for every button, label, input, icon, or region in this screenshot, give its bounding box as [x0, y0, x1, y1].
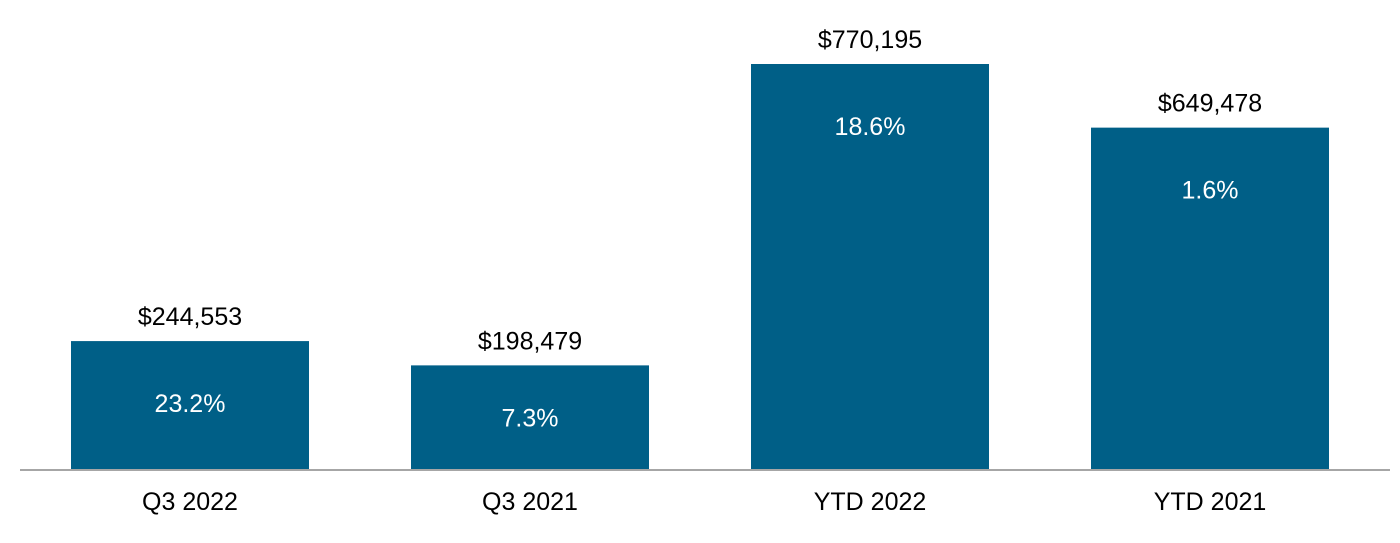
bar-value-label: $649,478 — [1158, 90, 1262, 118]
bar-value-label: $770,195 — [818, 26, 922, 54]
bar-2 — [751, 64, 989, 470]
bars-layer — [71, 64, 1329, 470]
x-tick-label: YTD 2022 — [814, 488, 927, 516]
bar-3 — [1091, 127, 1329, 470]
bar-inner-label: 23.2% — [155, 390, 226, 418]
x-tick-label: Q3 2021 — [482, 488, 578, 516]
bar-value-label: $198,479 — [478, 327, 582, 355]
bar-value-label: $244,553 — [138, 303, 242, 331]
x-tick-label: YTD 2021 — [1154, 488, 1267, 516]
bar-0 — [71, 341, 309, 470]
x-tick-labels: Q3 2022 Q3 2021 YTD 2022 YTD 2021 — [142, 488, 1266, 516]
bar-1 — [411, 365, 649, 470]
bar-inner-label: 7.3% — [502, 405, 559, 433]
bar-inner-label: 18.6% — [835, 113, 906, 141]
labels-layer: $244,553 23.2% $198,479 7.3% $770,195 18.6% $6… — [138, 26, 1262, 433]
bar-inner-label: 1.6% — [1182, 177, 1239, 205]
x-tick-label: Q3 2022 — [142, 488, 238, 516]
